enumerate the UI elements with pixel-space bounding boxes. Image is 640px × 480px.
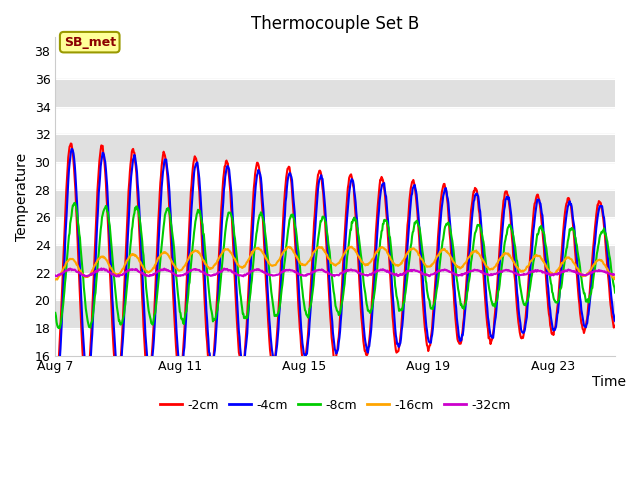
Bar [55,79,615,107]
-32cm [505,268,513,274]
-2cm [285,164,293,170]
-16cm [285,244,293,250]
-32cm [286,267,294,273]
Bar [55,190,615,217]
-8cm [286,216,294,221]
Line: -4cm: -4cm [55,149,615,383]
-4cm [505,194,513,200]
Y-axis label: Temperature: Temperature [15,152,29,240]
-8cm [257,212,264,218]
-32cm [97,265,105,271]
-32cm [72,267,79,273]
Line: -8cm: -8cm [55,203,615,328]
Line: -32cm: -32cm [55,268,615,276]
-8cm [54,325,62,331]
-32cm [51,273,59,278]
-2cm [184,261,191,267]
-2cm [611,323,619,329]
-2cm [67,141,75,146]
-8cm [71,200,79,206]
-8cm [370,295,378,301]
-4cm [286,170,294,176]
-4cm [68,146,76,152]
-16cm [53,276,61,282]
-4cm [184,272,192,277]
-16cm [72,260,80,266]
-4cm [52,380,60,386]
-32cm [611,272,619,277]
-4cm [257,172,264,178]
-2cm [504,192,512,198]
Text: Time: Time [592,375,627,389]
-16cm [505,252,513,258]
-4cm [611,318,619,324]
-16cm [370,254,378,260]
Title: Thermocouple Set B: Thermocouple Set B [251,15,419,33]
-2cm [51,387,59,393]
-32cm [257,267,264,273]
-4cm [370,291,378,297]
-2cm [72,202,80,208]
-16cm [611,275,619,280]
-2cm [256,171,264,177]
-32cm [184,269,192,275]
-4cm [51,377,59,383]
-32cm [370,270,378,276]
-8cm [184,291,192,297]
-4cm [73,194,81,200]
-8cm [611,290,619,296]
Legend: -2cm, -4cm, -8cm, -16cm, -32cm: -2cm, -4cm, -8cm, -16cm, -32cm [155,394,516,417]
-16cm [184,257,191,263]
-16cm [51,276,59,282]
-16cm [256,246,264,252]
-8cm [73,208,81,214]
Line: -2cm: -2cm [55,144,615,390]
-2cm [369,279,377,285]
-16cm [346,244,354,250]
Bar [55,245,615,273]
-8cm [51,310,59,316]
-8cm [505,224,513,229]
Line: -16cm: -16cm [55,247,615,279]
Bar [55,134,615,162]
Text: SB_met: SB_met [63,36,116,48]
-32cm [115,274,123,279]
Bar [55,300,615,328]
